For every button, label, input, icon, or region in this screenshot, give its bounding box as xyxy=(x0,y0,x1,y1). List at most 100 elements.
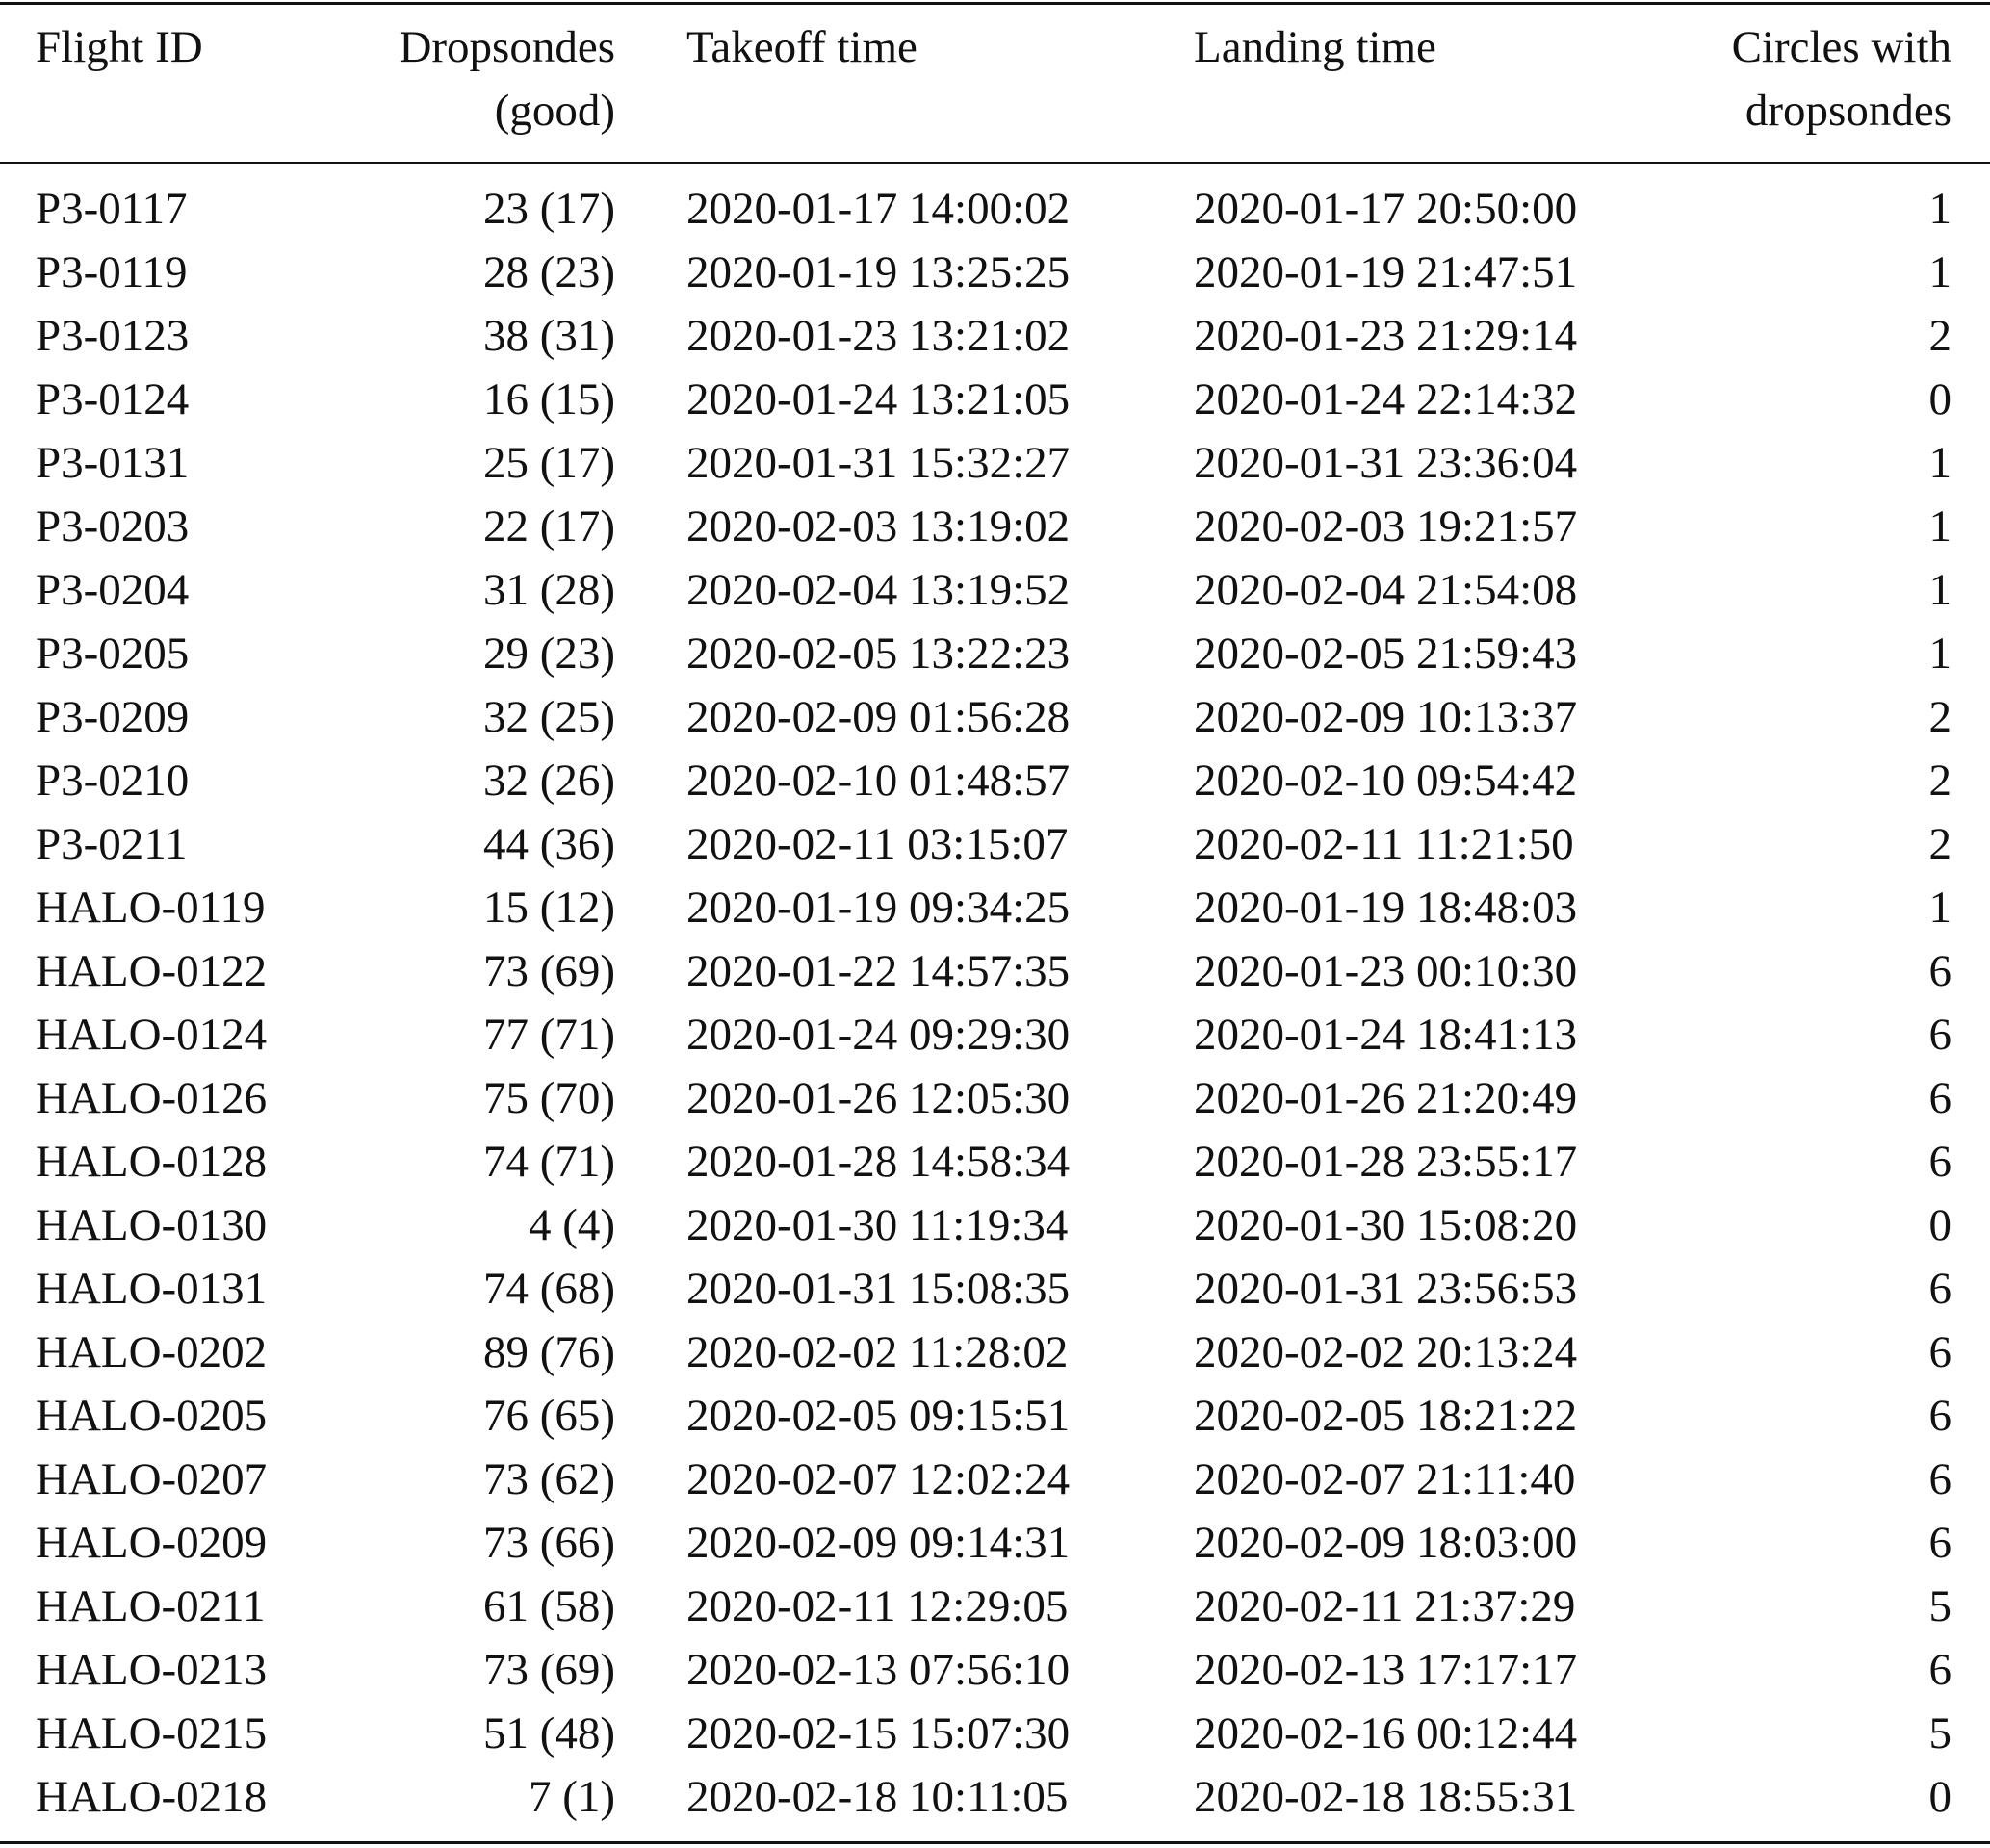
dropsondes-cell: 15 (12) xyxy=(482,883,615,933)
top-rule xyxy=(0,2,1990,5)
dropsondes-cell: 31 (28) xyxy=(482,565,615,615)
table-row: HALO-0211 61 (58) 2020-02-11 12:29:05 2020-… xyxy=(0,1575,1990,1638)
landing-time-cell: 2020-02-13 17:17:17 xyxy=(1194,1645,1578,1695)
takeoff-time-cell: 2020-01-31 15:08:35 xyxy=(686,1264,1071,1314)
dropsondes-cell: 76 (65) xyxy=(482,1391,615,1441)
dropsondes-cell: 16 (15) xyxy=(482,374,615,424)
flight-id-cell: HALO-0130 xyxy=(36,1200,268,1250)
table-row: P3-0119 28 (23) 2020-01-19 13:25:25 2020-01… xyxy=(0,241,1990,304)
landing-time-cell: 2020-01-23 00:10:30 xyxy=(1194,946,1578,996)
circles-cell: 1 xyxy=(1928,438,1952,488)
flight-id-cell: HALO-0218 xyxy=(36,1772,268,1822)
circles-cell: 5 xyxy=(1928,1581,1952,1631)
takeoff-time-cell: 2020-02-15 15:07:30 xyxy=(686,1708,1071,1758)
table-row: HALO-0130 4 (4) 2020-01-30 11:19:34 2020-01… xyxy=(0,1194,1990,1257)
landing-time-cell: 2020-01-23 21:29:14 xyxy=(1194,311,1578,361)
flight-id-cell: P3-0123 xyxy=(36,311,190,361)
dropsondes-cell: 73 (62) xyxy=(482,1454,615,1504)
landing-time-cell: 2020-01-28 23:55:17 xyxy=(1194,1137,1578,1187)
table-row: HALO-0218 7 (1) 2020-02-18 10:11:05 2020-02… xyxy=(0,1765,1990,1829)
table-row: HALO-0209 73 (66) 2020-02-09 09:14:31 2020-… xyxy=(0,1511,1990,1575)
landing-time-cell: 2020-02-11 21:37:29 xyxy=(1194,1581,1576,1631)
flight-id-cell: HALO-0131 xyxy=(36,1264,268,1314)
flight-id-cell: P3-0119 xyxy=(36,247,188,297)
landing-time-cell: 2020-01-31 23:36:04 xyxy=(1194,438,1578,488)
dropsondes-cell: 89 (76) xyxy=(482,1327,615,1377)
table-row: P3-0124 16 (15) 2020-01-24 13:21:05 2020-01… xyxy=(0,368,1990,431)
table-row: HALO-0207 73 (62) 2020-02-07 12:02:24 2020-… xyxy=(0,1448,1990,1511)
landing-time-cell: 2020-02-05 18:21:22 xyxy=(1194,1391,1578,1441)
circles-cell: 1 xyxy=(1928,247,1952,297)
takeoff-time-cell: 2020-02-18 10:11:05 xyxy=(686,1772,1069,1822)
takeoff-time-cell: 2020-01-19 09:34:25 xyxy=(686,883,1071,933)
table-row: HALO-0124 77 (71) 2020-01-24 09:29:30 2020-… xyxy=(0,1003,1990,1066)
dropsondes-cell: 75 (70) xyxy=(482,1073,615,1123)
table-row: HALO-0122 73 (69) 2020-01-22 14:57:35 2020-… xyxy=(0,939,1990,1003)
table-row: P3-0123 38 (31) 2020-01-23 13:21:02 2020-01… xyxy=(0,304,1990,368)
table-row: HALO-0128 74 (71) 2020-01-28 14:58:34 2020-… xyxy=(0,1130,1990,1194)
flight-id-cell: P3-0204 xyxy=(36,565,190,615)
circles-cell: 6 xyxy=(1928,1327,1952,1377)
circles-cell: 6 xyxy=(1928,1518,1952,1568)
landing-time-cell: 2020-02-09 10:13:37 xyxy=(1194,692,1578,742)
circles-cell: 1 xyxy=(1928,565,1952,615)
dropsondes-cell: 73 (69) xyxy=(482,946,615,996)
flight-id-cell: P3-0210 xyxy=(36,756,190,806)
takeoff-time-cell: 2020-02-09 09:14:31 xyxy=(686,1518,1071,1568)
header-flight-id: Flight ID xyxy=(36,15,203,79)
table-row: P3-0203 22 (17) 2020-02-03 13:19:02 2020-02… xyxy=(0,495,1990,558)
takeoff-time-cell: 2020-02-13 07:56:10 xyxy=(686,1645,1071,1695)
dropsondes-cell: 73 (69) xyxy=(482,1645,615,1695)
landing-time-cell: 2020-01-30 15:08:20 xyxy=(1194,1200,1578,1250)
circles-cell: 2 xyxy=(1928,692,1952,742)
takeoff-time-cell: 2020-01-24 09:29:30 xyxy=(686,1010,1071,1060)
flight-id-cell: HALO-0215 xyxy=(36,1708,268,1758)
table-row: HALO-0215 51 (48) 2020-02-15 15:07:30 2020-… xyxy=(0,1702,1990,1765)
takeoff-time-cell: 2020-01-22 14:57:35 xyxy=(686,946,1071,996)
flight-id-cell: HALO-0209 xyxy=(36,1518,268,1568)
flight-id-cell: HALO-0202 xyxy=(36,1327,268,1377)
circles-cell: 6 xyxy=(1928,1137,1952,1187)
table-row: P3-0211 44 (36) 2020-02-11 03:15:07 2020-02… xyxy=(0,812,1990,876)
table-row: HALO-0205 76 (65) 2020-02-05 09:15:51 2020-… xyxy=(0,1384,1990,1448)
circles-cell: 6 xyxy=(1928,1073,1952,1123)
takeoff-time-cell: 2020-01-19 13:25:25 xyxy=(686,247,1071,297)
flight-id-cell: P3-0205 xyxy=(36,629,190,679)
header-line: Flight ID xyxy=(36,22,203,72)
circles-cell: 5 xyxy=(1928,1708,1952,1758)
circles-cell: 1 xyxy=(1928,184,1952,234)
circles-cell: 6 xyxy=(1928,1010,1952,1060)
dropsondes-cell: 23 (17) xyxy=(482,184,615,234)
flight-id-cell: HALO-0207 xyxy=(36,1454,268,1504)
circles-cell: 0 xyxy=(1928,374,1952,424)
dropsondes-cell: 38 (31) xyxy=(482,311,615,361)
table-row: P3-0117 23 (17) 2020-01-17 14:00:02 2020-01… xyxy=(0,177,1990,241)
dropsondes-cell: 44 (36) xyxy=(482,819,615,869)
flight-id-cell: P3-0131 xyxy=(36,438,190,488)
takeoff-time-cell: 2020-02-04 13:19:52 xyxy=(686,565,1071,615)
table-row: P3-0205 29 (23) 2020-02-05 13:22:23 2020-02… xyxy=(0,622,1990,685)
landing-time-cell: 2020-02-05 21:59:43 xyxy=(1194,629,1578,679)
takeoff-time-cell: 2020-01-24 13:21:05 xyxy=(686,374,1071,424)
dropsondes-cell: 73 (66) xyxy=(482,1518,615,1568)
header-landing-time: Landing time xyxy=(1194,15,1436,79)
dropsondes-cell: 74 (71) xyxy=(482,1137,615,1187)
bottom-rule xyxy=(0,1841,1990,1844)
circles-cell: 2 xyxy=(1928,756,1952,806)
header-line: Landing time xyxy=(1194,22,1436,72)
header-line: Circles with xyxy=(1731,22,1951,72)
takeoff-time-cell: 2020-01-17 14:00:02 xyxy=(686,184,1071,234)
circles-cell: 6 xyxy=(1928,946,1952,996)
dropsondes-cell: 74 (68) xyxy=(482,1264,615,1314)
circles-cell: 6 xyxy=(1928,1645,1952,1695)
dropsondes-cell: 77 (71) xyxy=(482,1010,615,1060)
takeoff-time-cell: 2020-02-11 03:15:07 xyxy=(686,819,1069,869)
takeoff-time-cell: 2020-02-05 13:22:23 xyxy=(686,629,1071,679)
landing-time-cell: 2020-02-04 21:54:08 xyxy=(1194,565,1578,615)
header-line: (good) xyxy=(494,86,615,136)
dropsondes-cell: 51 (48) xyxy=(482,1708,615,1758)
table-row: P3-0204 31 (28) 2020-02-04 13:19:52 2020-02… xyxy=(0,558,1990,622)
landing-time-cell: 2020-01-17 20:50:00 xyxy=(1194,184,1578,234)
circles-cell: 1 xyxy=(1928,501,1952,552)
flight-id-cell: HALO-0126 xyxy=(36,1073,268,1123)
